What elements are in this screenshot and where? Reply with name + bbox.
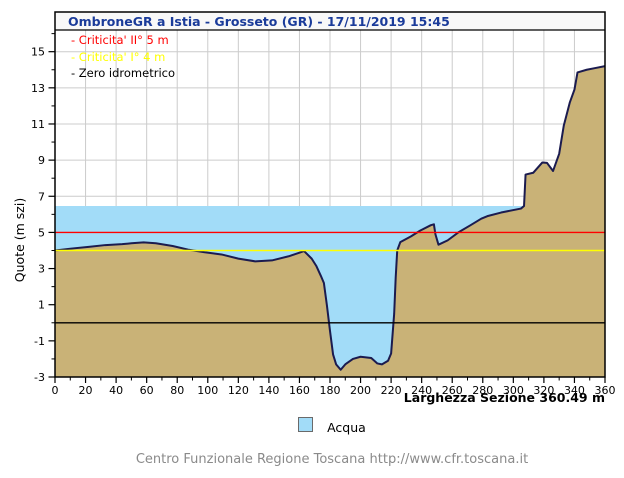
- water-swatch-icon: [298, 417, 313, 432]
- y-tick-label: 11: [31, 118, 45, 131]
- x-tick-label: 120: [228, 384, 249, 397]
- y-tick-label: 1: [38, 299, 45, 312]
- x-tick-label: 200: [350, 384, 371, 397]
- water-area: [55, 206, 525, 370]
- threshold-legend-item: - Criticita' II° 5 m: [71, 33, 169, 47]
- x-tick-label: 320: [533, 384, 554, 397]
- x-tick-label: 140: [258, 384, 279, 397]
- x-tick-label: 280: [472, 384, 493, 397]
- x-tick-label: 300: [503, 384, 524, 397]
- y-tick-label: 9: [38, 154, 45, 167]
- title-bar-bg: [55, 12, 605, 30]
- chart-title: OmbroneGR a Istia - Grosseto (GR) - 17/1…: [68, 14, 450, 29]
- x-tick-label: 0: [52, 384, 59, 397]
- ground-area: [55, 66, 605, 377]
- y-tick-label: 3: [38, 263, 45, 276]
- y-tick-label: 7: [38, 190, 45, 203]
- threshold-legend-item: - Criticita' I° 4 m: [71, 49, 166, 64]
- x-tick-label: 340: [564, 384, 585, 397]
- x-tick-label: 40: [109, 384, 123, 397]
- y-tick-label: -3: [34, 371, 45, 384]
- water-legend-label: Acqua: [327, 420, 366, 435]
- x-tick-label: 220: [381, 384, 402, 397]
- water-legend: Acqua: [298, 417, 366, 435]
- x-tick-label: 100: [197, 384, 218, 397]
- x-tick-label: 160: [289, 384, 310, 397]
- x-tick-label: 180: [320, 384, 341, 397]
- y-tick-label: -1: [34, 335, 45, 348]
- x-tick-label: 20: [79, 384, 93, 397]
- x-tick-label: 60: [140, 384, 154, 397]
- footer-credit: Centro Funzionale Regione Toscana http:/…: [135, 452, 529, 467]
- threshold-legend-item: - Zero idrometrico: [71, 66, 175, 80]
- y-tick-label: 5: [38, 226, 45, 239]
- x-axis-label: Larghezza Sezione 360.49 m: [403, 390, 605, 405]
- ground-profile-line: [54, 65, 606, 371]
- x-tick-label: 80: [170, 384, 184, 397]
- threshold-legend: - Criticita' II° 5 m - Criticita' I° 4 m -…: [71, 32, 175, 82]
- x-tick-label: 240: [411, 384, 432, 397]
- y-axis-label: Quote (m szi): [12, 197, 27, 283]
- y-tick-label: 13: [31, 82, 45, 95]
- x-tick-label: 260: [442, 384, 463, 397]
- y-tick-label: 15: [31, 46, 45, 59]
- x-tick-label: 360: [595, 384, 616, 397]
